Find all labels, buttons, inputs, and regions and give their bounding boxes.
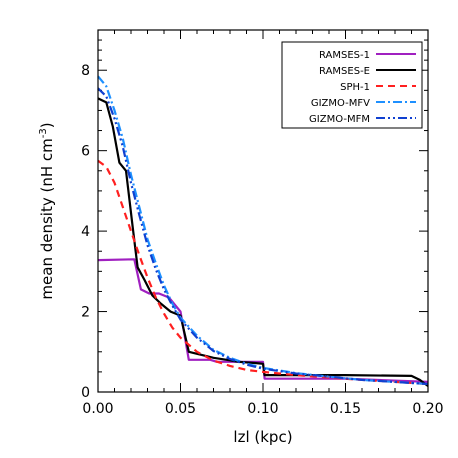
y-axis-label: mean density (nH cm-3) bbox=[38, 122, 56, 299]
x-tick-label: 0.05 bbox=[165, 401, 196, 417]
legend-box bbox=[281, 41, 423, 129]
y-tick-label: 8 bbox=[81, 63, 90, 79]
x-tick-label: 0.10 bbox=[247, 401, 278, 417]
plot-frame bbox=[97, 29, 429, 393]
ticks-layer: 0.00 0.05 0.10 0.15 0.20 0 2 4 6 8 bbox=[81, 30, 444, 417]
series-line-sph-1 bbox=[97, 159, 429, 386]
legend-label: RAMSES-1 bbox=[319, 50, 370, 61]
y-tick-label: 0 bbox=[81, 385, 90, 401]
legend-label: GIZMO-MFM bbox=[309, 114, 370, 125]
x-tick-label: 0.15 bbox=[330, 401, 361, 417]
y-tick-label: 4 bbox=[81, 224, 90, 240]
x-axis-label: lzl (kpc) bbox=[233, 428, 292, 446]
x-tick-label: 0.20 bbox=[412, 401, 443, 417]
legend: RAMSES-1 RAMSES-E SPH-1 GIZMO-MFV GIZMO-MFM bbox=[281, 41, 423, 129]
y-axis-label-close: ) bbox=[38, 122, 56, 128]
y-axis-label-main: mean density (nH cm bbox=[38, 138, 56, 299]
series-line-ramses-e bbox=[97, 97, 429, 387]
legend-label: SPH-1 bbox=[340, 82, 370, 93]
legend-label: RAMSES-E bbox=[319, 66, 370, 77]
y-axis-label-sup: -3 bbox=[38, 128, 49, 138]
x-tick-label: 0.00 bbox=[82, 401, 113, 417]
y-tick-label: 6 bbox=[81, 144, 90, 160]
series-layer bbox=[97, 75, 429, 387]
y-tick-label: 2 bbox=[81, 305, 90, 321]
legend-label: GIZMO-MFV bbox=[311, 98, 370, 109]
series-line-gizmo-mfm bbox=[97, 87, 429, 386]
